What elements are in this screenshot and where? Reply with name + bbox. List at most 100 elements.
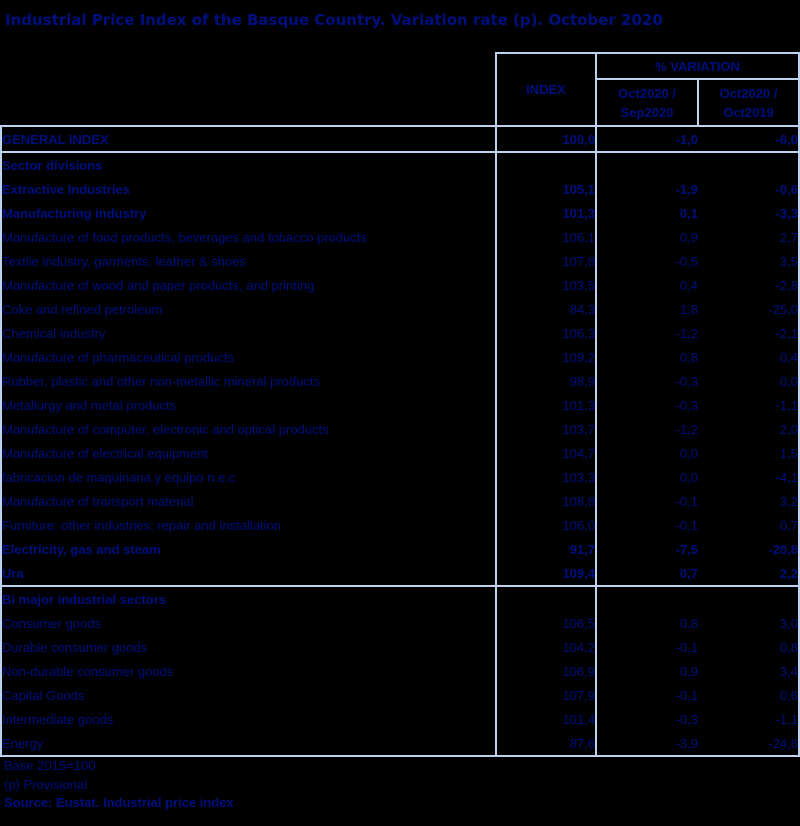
- col-header-yoy: Oct2020 / Oct2019: [697, 78, 800, 127]
- variation-yoy: 0,7: [698, 513, 800, 537]
- row-label: Textile industry, garments, leather & sh…: [0, 249, 497, 273]
- variation-mom: -3,9: [596, 731, 698, 757]
- variation-mom: -0,1: [675, 687, 698, 703]
- index-value: 91,7: [496, 537, 597, 561]
- row-label: Manufacture of transport material: [0, 489, 497, 513]
- variation-mom: -0,1: [675, 639, 698, 655]
- index-value: 106,0: [496, 513, 597, 537]
- index-value: 103,3: [496, 465, 597, 489]
- row-label: Consumer goods: [0, 611, 497, 635]
- footnote-source: Source: Eustat. Industrial price index: [4, 795, 234, 810]
- table-row: Chemical industry 106,3 -1,2 -2,1: [0, 321, 800, 345]
- row-label: Intermediate goods: [0, 707, 497, 731]
- row-label: Manufacture of electrical equipment: [0, 441, 497, 465]
- table-row: Manufacture of food products, beverages …: [0, 225, 800, 249]
- variation-yoy: -20,8: [698, 537, 800, 561]
- variation-yoy: 2,0: [698, 417, 800, 441]
- variation-mom: -7,5: [675, 541, 698, 557]
- table-row: Ura 109,4 0,7 2,2: [0, 561, 800, 586]
- row-label: Electricity, gas and steam: [0, 537, 497, 561]
- variation-yoy: 2,2: [698, 561, 800, 586]
- row-label: Manufacture of pharmaceutical products: [0, 345, 497, 369]
- variation-mom: -0,3: [675, 397, 698, 413]
- table-row: Capital Goods 107,9 -0,1 0,6: [0, 683, 800, 707]
- table-row: Intermediate goods 101,4 -0,3 -1,1: [0, 707, 800, 731]
- variation-mom: 1,8: [679, 301, 698, 317]
- index-value: 106,5: [496, 611, 597, 635]
- col-header-variation: % VARIATION: [595, 52, 800, 80]
- table-row: Manufacturing industry 101,3 0,1 -3,3: [0, 201, 800, 225]
- table-row: Furniture; other industries; repair and …: [0, 513, 800, 537]
- col-header-index: INDEX: [495, 52, 597, 127]
- header-row-sub: Oct2020 / Sep2020 Oct2020 / Oct2019: [1, 78, 800, 127]
- variation-yoy: 1,5: [698, 441, 800, 465]
- index-value: 106,3: [496, 321, 597, 345]
- variation-mom: -0,1: [675, 493, 698, 509]
- variation-mom: -0,5: [675, 253, 698, 269]
- index-value: 107,8: [496, 249, 597, 273]
- index-value: 109,2: [496, 345, 597, 369]
- variation-mom: -1,2: [675, 421, 698, 437]
- variation-mom: 0,9: [679, 229, 698, 245]
- variation-yoy: 3,0: [698, 611, 800, 635]
- footnote-provisional: (p) Provisional: [4, 776, 88, 792]
- index-value: 104,7: [496, 441, 597, 465]
- index-value: 107,9: [496, 683, 597, 707]
- index-value: [496, 585, 597, 611]
- variation-yoy: -6,0: [698, 125, 800, 152]
- table-row: Durable consumer goods 104,2 -0,1 0,8: [0, 635, 800, 659]
- table-row: Manufacture of wood and paper products, …: [0, 273, 800, 297]
- row-label: Extractive Industries: [0, 177, 497, 201]
- row-label: Manufacturing industry: [0, 201, 497, 225]
- index-value: 103,7: [496, 417, 597, 441]
- index-value: 106,1: [496, 225, 597, 249]
- variation-yoy: 3,2: [698, 489, 800, 513]
- index-value: 100,0: [496, 125, 597, 152]
- index-value: 109,4: [496, 561, 597, 586]
- index-value: 105,1: [496, 177, 597, 201]
- header-row-top: INDEX % VARIATION: [1, 52, 800, 127]
- variation-mom: -1,2: [675, 325, 698, 341]
- variation-mom: 0,0: [679, 469, 698, 485]
- index-value: [496, 151, 597, 177]
- index-value: 98,9: [496, 369, 597, 393]
- table-row: Manufacture of pharmaceutical products 10…: [0, 345, 800, 369]
- variation-mom: 0,9: [679, 663, 698, 679]
- variation-yoy: -24,6: [698, 731, 800, 757]
- variation-yoy: 2,7: [698, 225, 800, 249]
- variation-yoy: -1,1: [698, 393, 800, 417]
- row-label: Sector divisions: [0, 151, 497, 177]
- row-label: Energy: [0, 731, 497, 757]
- table-row: Energy 87,6 -3,9 -24,6: [0, 731, 800, 757]
- variation-mom: -0,3: [675, 711, 698, 727]
- variation-mom: -0,3: [675, 373, 698, 389]
- variation-mom: 0,0: [679, 445, 698, 461]
- variation-mom: 0,4: [679, 277, 698, 293]
- table-row: Manufacture of electrical equipment 104,7…: [0, 441, 800, 465]
- row-label: Bi major industrial sectors: [0, 585, 497, 611]
- variation-mom: 0,8: [679, 349, 698, 365]
- index-value: 87,6: [496, 731, 597, 757]
- index-value: 101,3: [496, 393, 597, 417]
- variation-yoy: -4,1: [698, 465, 800, 489]
- variation-mom: -0,1: [675, 517, 698, 533]
- variation-yoy: 3,5: [698, 249, 800, 273]
- row-label: Ura: [0, 561, 497, 586]
- table-row: GENERAL INDEX 100,0 -1,0 -6,0: [0, 125, 800, 152]
- table-row: Rubber, plastic and other non-metallic m…: [0, 369, 800, 393]
- row-label: Manufacture of wood and paper products, …: [0, 273, 497, 297]
- variation-mom: [596, 151, 698, 177]
- table-row: Extractive Industries 105,1 -1,9 -0,6: [0, 177, 800, 201]
- table-row: Electricity, gas and steam 91,7 -7,5 -20,8: [0, 537, 800, 561]
- table-row: Manufacture of computer, electronic and …: [0, 417, 800, 441]
- price-index-table: INDEX % VARIATION Oct2020 / Sep2020 Oct2…: [0, 52, 800, 757]
- footnotes: Base 2015=100 (p) Provisional Source: Eu…: [4, 757, 234, 813]
- variation-mom: -1,0: [596, 125, 698, 152]
- index-value: 84,3: [496, 297, 597, 321]
- variation-yoy: -0,6: [698, 177, 800, 201]
- table-row: Consumer goods 106,5 0,8 3,0: [0, 611, 800, 635]
- table-row: Manufacture of transport material 108,8 -0…: [0, 489, 800, 513]
- row-label: Durable consumer goods: [0, 635, 497, 659]
- table-row: Metallurgy and metal products 101,3 -0,3 -1…: [0, 393, 800, 417]
- variation-mom: -1,9: [675, 181, 698, 197]
